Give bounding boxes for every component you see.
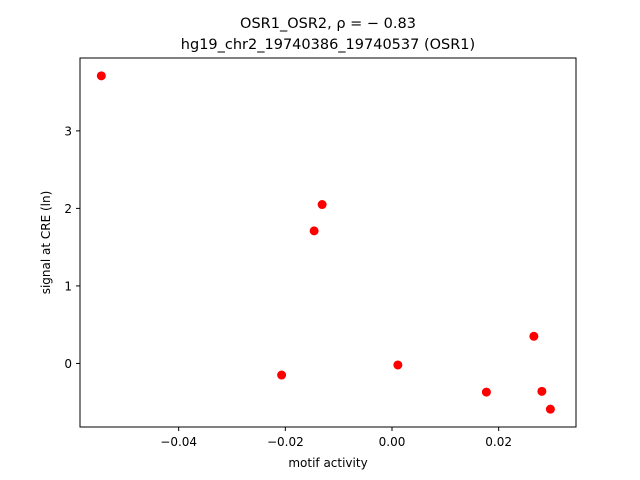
- data-point: [96, 71, 106, 81]
- data-point: [481, 387, 491, 397]
- x-tick-label: −0.02: [267, 435, 304, 449]
- data-point: [537, 386, 547, 396]
- data-point: [277, 370, 287, 380]
- data-points: [96, 71, 555, 414]
- data-point: [309, 226, 319, 236]
- data-point: [545, 404, 555, 414]
- data-point: [529, 331, 539, 341]
- data-point: [393, 360, 403, 370]
- y-axis: 0 1 2 3: [64, 124, 80, 371]
- y-tick-label: 1: [64, 279, 72, 293]
- data-point: [317, 200, 327, 210]
- y-tick-label: 0: [64, 357, 72, 371]
- y-tick-label: 3: [64, 124, 72, 138]
- y-axis-label: signal at CRE (ln): [39, 191, 53, 295]
- plot-area: [79, 57, 577, 428]
- x-tick-label: 0.02: [485, 435, 512, 449]
- x-tick-label: 0.00: [379, 435, 406, 449]
- chart-title: OSR1_OSR2, ρ = − 0.83: [240, 16, 416, 32]
- chart-subtitle: hg19_chr2_19740386_19740537 (OSR1): [181, 37, 475, 53]
- x-axis-label: motif activity: [288, 456, 367, 470]
- x-tick-label: −0.04: [160, 435, 197, 449]
- y-tick-label: 2: [64, 202, 72, 216]
- x-axis: −0.04 −0.02 0.00 0.02: [160, 427, 512, 449]
